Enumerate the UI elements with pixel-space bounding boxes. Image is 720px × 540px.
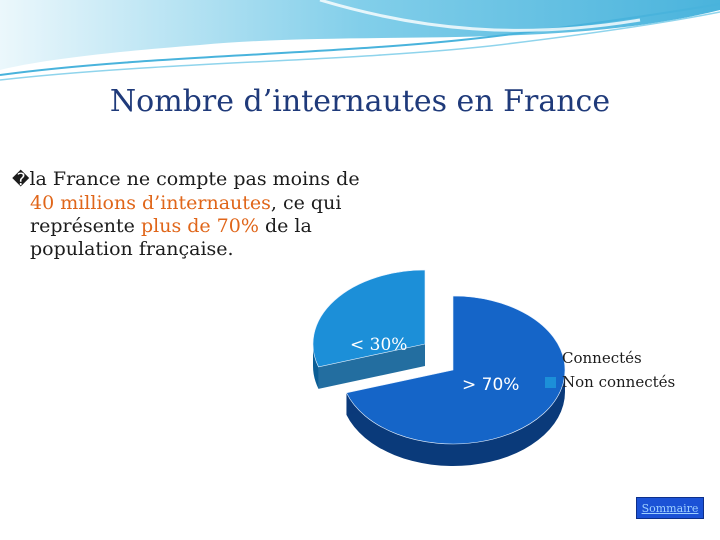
pie-slice-connectes [346,295,566,445]
chart-legend: Connectés Non connectés [545,346,675,394]
legend-swatch-non-connectes [545,376,556,388]
bullet-line-3-rest: de la [258,215,312,237]
header-wave-decoration [0,0,720,81]
sommaire-link[interactable]: Sommaire [636,497,704,519]
pie-side-1 [313,344,319,389]
legend-label-connectes: Connectés [562,349,642,367]
pie-side-0 [346,370,565,467]
bullet-line-2-rest: , ce qui [270,192,342,214]
legend-label-non-connectes: Non connectés [562,373,676,391]
legend-item-connectes: Connectés [545,346,675,370]
highlight-millions: 40 millions d’internautes [30,192,271,214]
pie-slice-non-connectes [312,269,426,368]
highlight-percentage: plus de 70% [140,215,259,237]
bullet-mark: � [12,170,30,190]
bullet-line-3-start: représente [30,215,141,237]
legend-item-non-connectes: Non connectés [545,370,675,394]
legend-swatch-connectes [545,352,556,364]
data-label-connectes: > 70% [462,375,519,395]
bullet-paragraph: �la France ne compte pas moins de 40 mil… [12,168,452,261]
data-label-non-connectes: < 30% [350,335,407,355]
pie-edge-1 [318,344,425,389]
page-title: Nombre d’internautes en France [109,84,611,119]
bullet-line-1: la France ne compte pas moins de [29,168,360,190]
bullet-line-4: population française. [30,238,234,260]
